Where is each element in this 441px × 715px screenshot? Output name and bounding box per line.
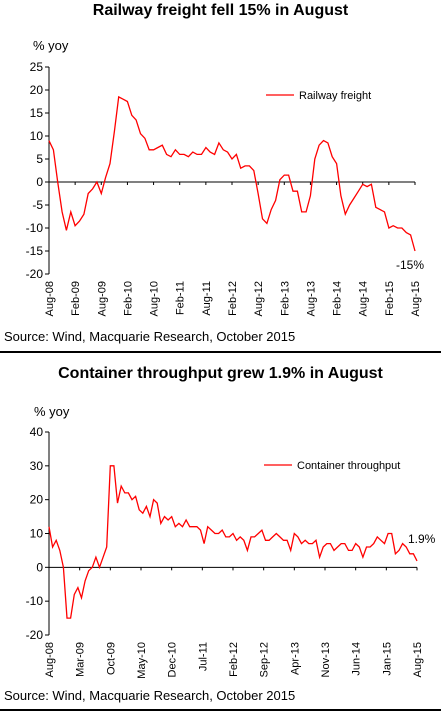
chart1-x-tick-label: Aug-14 bbox=[358, 281, 370, 316]
chart1-y-tick-label: 0 bbox=[36, 175, 43, 189]
chart2-x-tick-label: Mar-09 bbox=[75, 642, 87, 677]
chart1-series-line bbox=[48, 95, 416, 252]
chart1-title: Railway freight fell 15% in August bbox=[92, 2, 349, 19]
chart2-x-tick-label: Aug-08 bbox=[44, 642, 56, 677]
chart1-x-tick-label: Feb-15 bbox=[384, 281, 396, 316]
chart2-y-tick-label: 10 bbox=[30, 527, 44, 541]
chart2-x-tick-label: Nov-13 bbox=[320, 642, 332, 677]
chart1-x-tick-label: Feb-10 bbox=[122, 281, 134, 316]
chart1-source: Source: Wind, Macquarie Research, Octobe… bbox=[4, 329, 296, 344]
chart1-x-tick-label: Aug-10 bbox=[149, 281, 161, 316]
chart1-x-tick-label: Aug-12 bbox=[253, 281, 265, 316]
chart2-y-tick-label: -10 bbox=[26, 594, 44, 608]
chart2-y-tick-label: 0 bbox=[36, 560, 43, 574]
chart2-legend-label: Container throughput bbox=[297, 460, 400, 472]
chart2-y-tick-label: -20 bbox=[26, 628, 44, 642]
panel-bottom-rule bbox=[0, 709, 441, 711]
chart1-y-tick-label: 5 bbox=[36, 152, 43, 166]
chart2-y-tick-label: 20 bbox=[30, 493, 44, 507]
chart2-x-tick-label: Apr-13 bbox=[289, 642, 301, 675]
chart1-y-axis-label: % yoy bbox=[33, 38, 69, 53]
chart1-y-tick-label: -20 bbox=[26, 267, 44, 281]
chart2-x-tick-label: Feb-12 bbox=[228, 642, 240, 677]
chart1-x-tick-label: Feb-11 bbox=[175, 281, 187, 315]
chart2-y-tick-label: 30 bbox=[30, 459, 44, 473]
chart2-x-tick-label: Oct-09 bbox=[105, 642, 117, 675]
chart1-x-tick-label: Feb-09 bbox=[70, 281, 82, 316]
chart2-title: Container throughput grew 1.9% in August bbox=[58, 365, 383, 382]
chart2-x-tick-label: Dec-10 bbox=[167, 642, 179, 677]
chart2-x-tick-label: Jul-11 bbox=[197, 642, 209, 671]
chart1-y-tick-label: 20 bbox=[30, 83, 44, 97]
chart1-x-tick-label: Aug-11 bbox=[201, 281, 213, 316]
chart1-y-tick-label: 15 bbox=[30, 106, 44, 120]
chart2-x-tick-label: May-10 bbox=[136, 642, 148, 679]
chart2-last-value-label: 1.9% bbox=[408, 532, 436, 546]
chart2-x-tick-label: Sep-12 bbox=[259, 642, 271, 677]
chart2-x-tick-label: Jun-14 bbox=[351, 642, 363, 676]
chart1-x-tick-label: Aug-08 bbox=[44, 281, 56, 316]
chart1-legend-label: Railway freight bbox=[299, 90, 371, 102]
chart1-y-tick-label: -15 bbox=[26, 244, 44, 258]
chart2-y-tick-label: 40 bbox=[30, 425, 44, 439]
panel-separator bbox=[0, 351, 441, 353]
chart1-y-tick-label: 10 bbox=[30, 129, 44, 143]
chart1-y-tick-label: -5 bbox=[32, 198, 43, 212]
chart2-x-tick-label: Jan-15 bbox=[381, 642, 393, 676]
chart2-y-axis-label: % yoy bbox=[34, 404, 70, 419]
chart2-series-line bbox=[48, 465, 418, 619]
chart1-x-tick-label: Feb-12 bbox=[227, 281, 239, 316]
chart1-x-tick-label: Aug-13 bbox=[305, 281, 317, 316]
chart1-x-tick-label: Feb-13 bbox=[279, 281, 291, 316]
chart1-x-tick-label: Aug-09 bbox=[96, 281, 108, 316]
chart1-x-tick-label: Aug-15 bbox=[410, 281, 422, 316]
chart1-y-tick-label: 25 bbox=[30, 60, 44, 74]
chart1-y-tick-label: -10 bbox=[26, 221, 44, 235]
chart1-annotation: -15% bbox=[396, 258, 424, 272]
chart1-x-tick-label: Feb-14 bbox=[332, 281, 344, 316]
chart2-x-tick-label: Aug-15 bbox=[412, 642, 424, 677]
chart2-source: Source: Wind, Macquarie Research, Octobe… bbox=[4, 688, 296, 703]
